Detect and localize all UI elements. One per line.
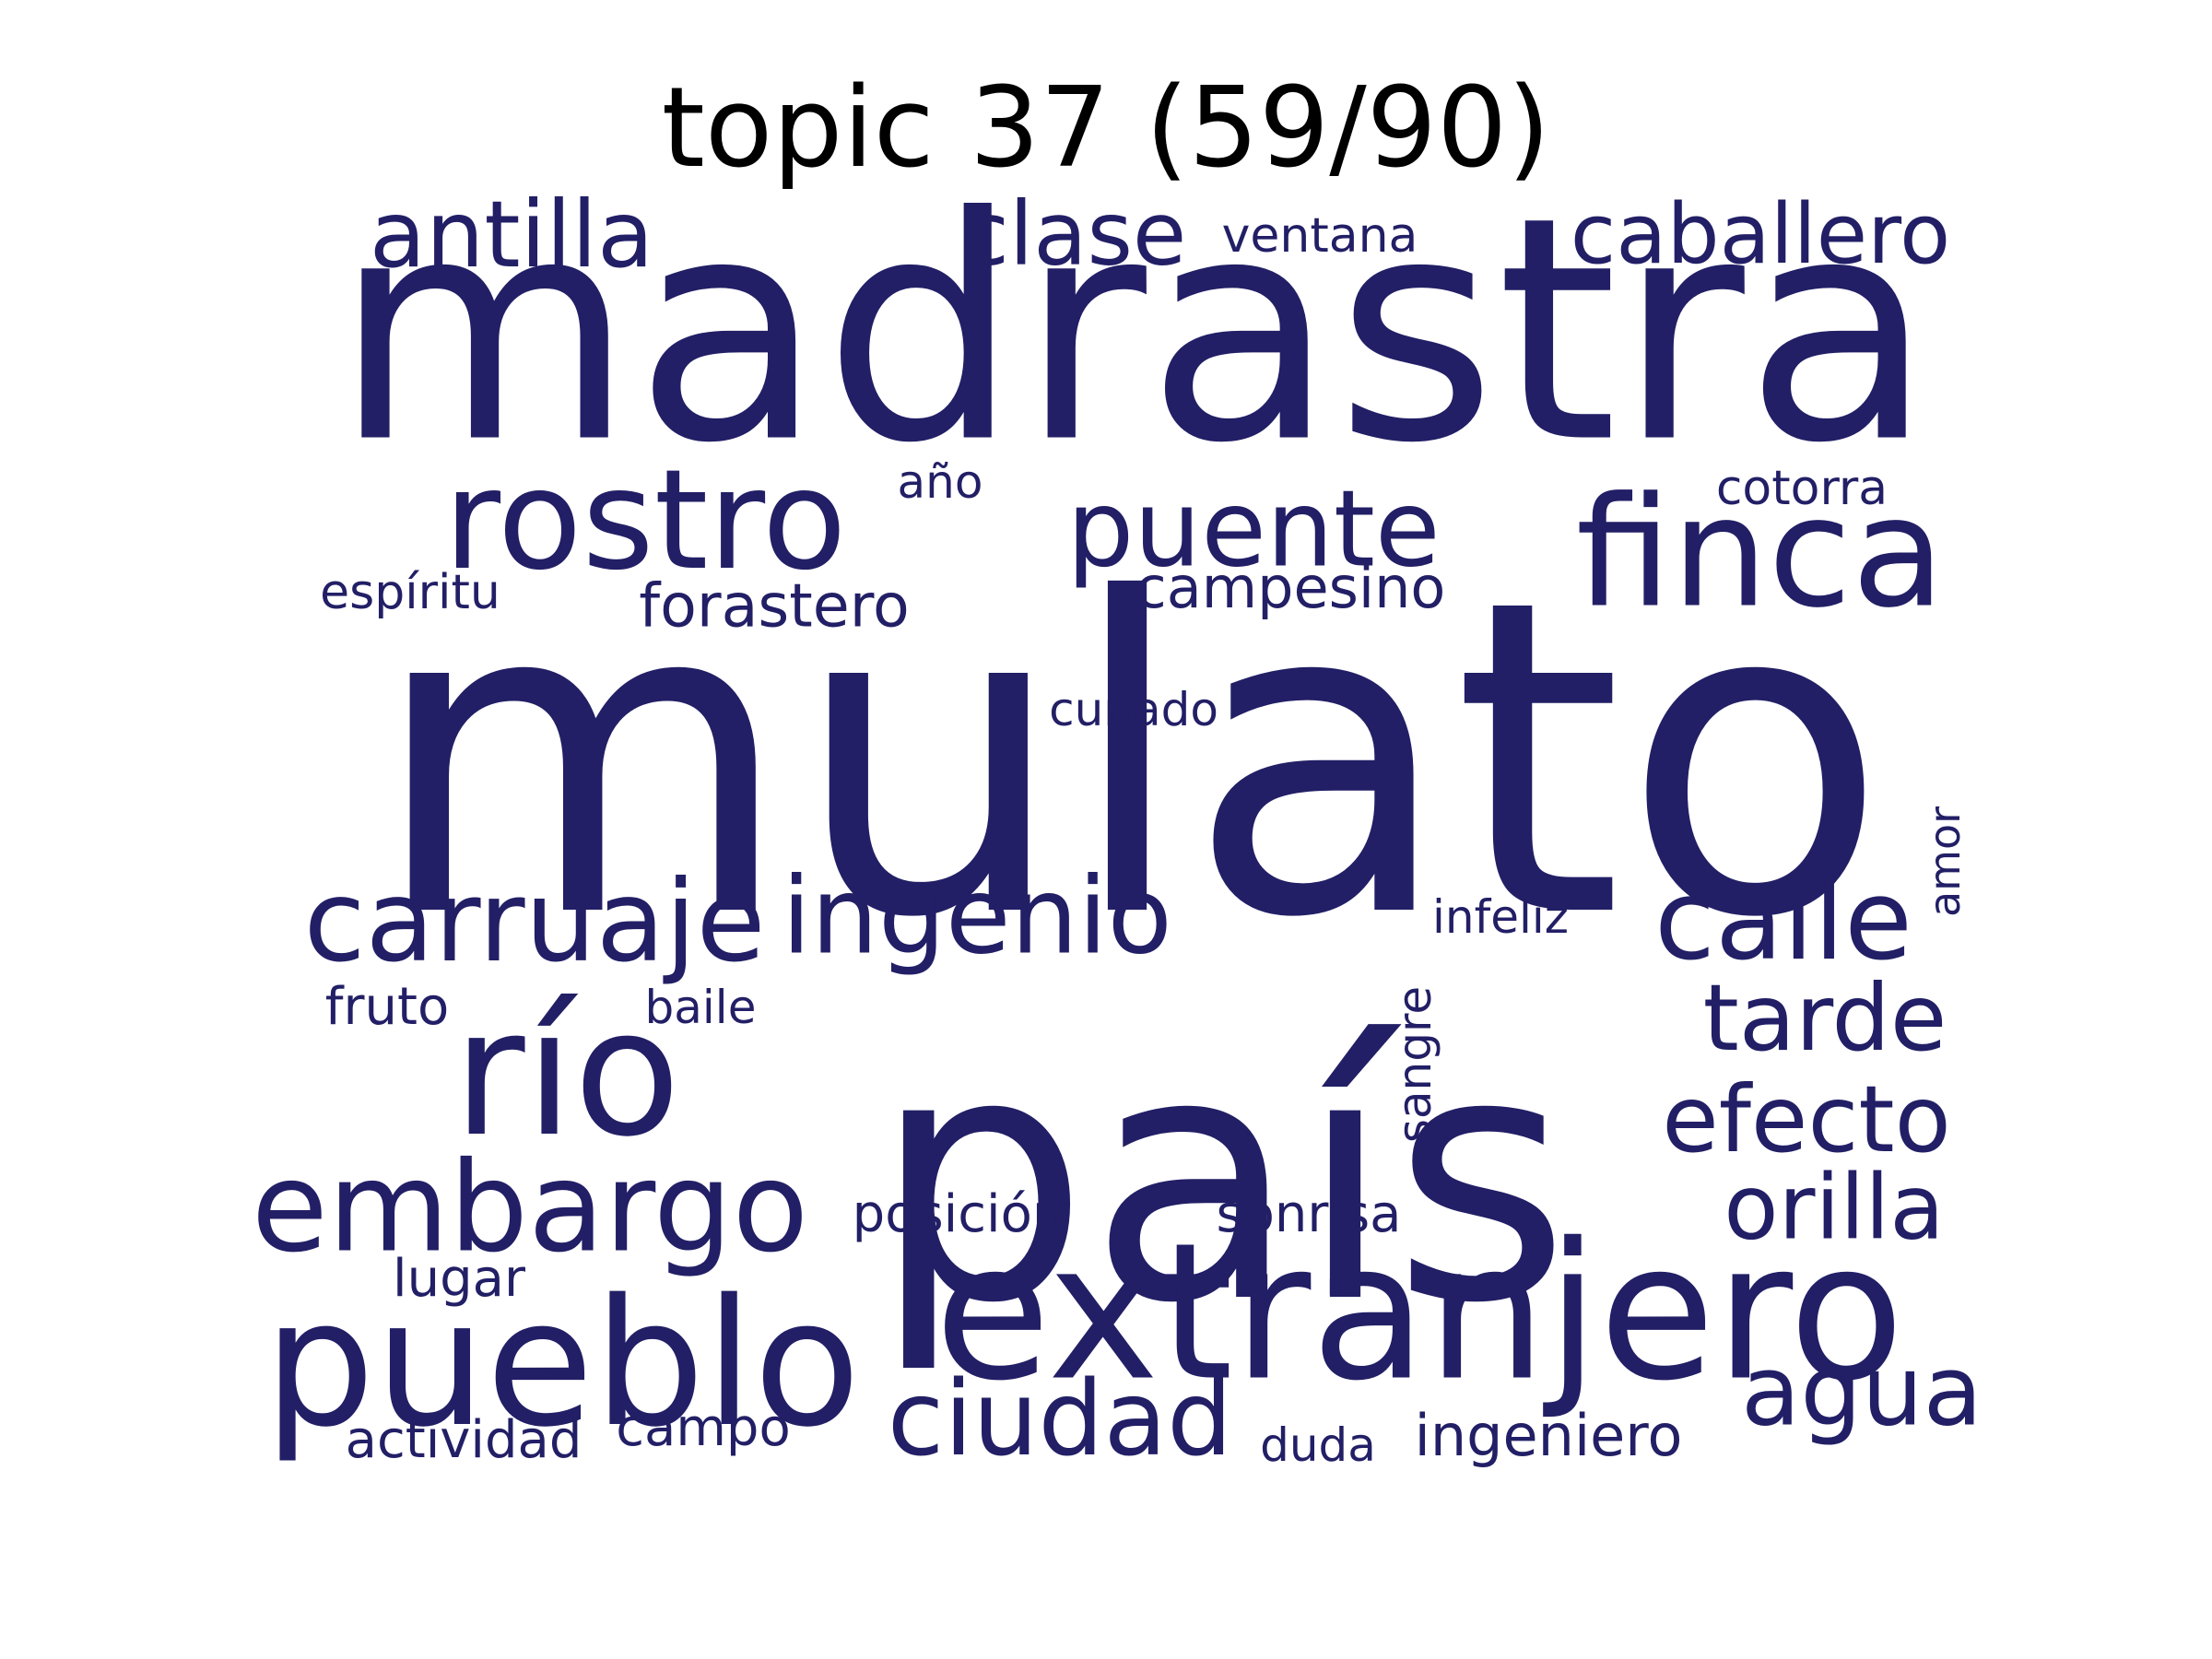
word-33: año <box>897 455 983 509</box>
word-3: extranjero <box>934 1203 1905 1423</box>
word-38: sangre <box>1388 985 1441 1144</box>
word-23: ingeniero <box>1414 1402 1683 1469</box>
word-8: puente <box>1066 467 1441 592</box>
word-13: ciudad <box>887 1359 1233 1479</box>
word-18: antilla <box>369 181 654 288</box>
word-22: campesino <box>1135 554 1446 621</box>
word-11: ingenio <box>782 854 1172 979</box>
word-29: actividad <box>345 1410 582 1470</box>
word-14: agua <box>1741 1335 1983 1448</box>
word-12: calle <box>1653 857 1913 985</box>
word-17: orilla <box>1724 1155 1945 1260</box>
word-27: fruto <box>324 977 450 1037</box>
word-0: mulato <box>370 508 1888 1012</box>
word-36: baile <box>644 981 757 1034</box>
word-15: tarde <box>1702 964 1947 1072</box>
word-31: ventana <box>1221 208 1418 264</box>
word-19: clase <box>960 183 1187 286</box>
word-25: sonrisa <box>1216 1184 1402 1244</box>
word-32: espíritu <box>320 565 500 620</box>
word-16: efecto <box>1662 1065 1951 1173</box>
page-title: topic 37 (59/90) <box>661 65 1551 193</box>
word-21: forastero <box>639 571 910 641</box>
word-37: duda <box>1260 1418 1376 1472</box>
word-6: finca <box>1575 464 1946 641</box>
word-39: amor <box>1920 806 1970 918</box>
word-34: cuñado <box>1049 683 1218 736</box>
word-28: campo <box>616 1398 791 1458</box>
word-4: pueblo <box>264 1262 861 1465</box>
word-26: lugar <box>393 1249 525 1309</box>
word-9: embargo <box>251 1135 809 1280</box>
word-5: río <box>453 971 681 1175</box>
word-7: rostro <box>443 441 847 601</box>
word-20: caballero <box>1570 186 1951 283</box>
word-30: cotorra <box>1715 461 1888 516</box>
word-2: país <box>872 982 1571 1378</box>
word-1: madrastra <box>333 151 1935 512</box>
word-10: carruaje <box>303 856 766 987</box>
word-35: infeliz <box>1432 890 1569 944</box>
word-24: posición <box>852 1184 1065 1244</box>
